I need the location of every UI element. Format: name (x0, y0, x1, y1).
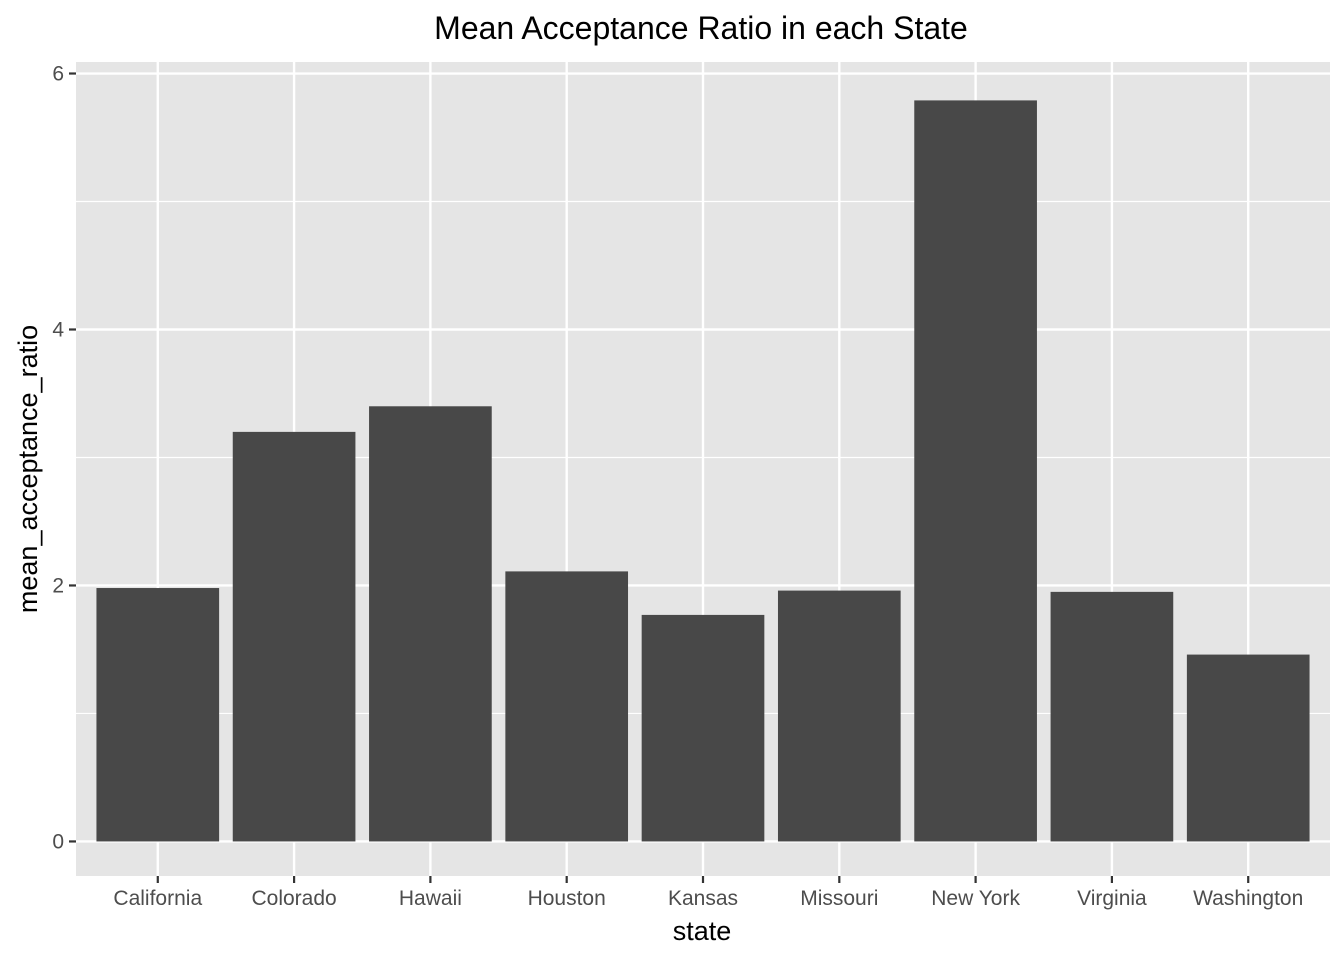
y-tick-label: 2 (52, 574, 64, 597)
x-tick-label: Missouri (800, 887, 878, 910)
bar-houston (505, 571, 629, 842)
x-tick-label: Houston (528, 887, 606, 910)
bars (96, 100, 1310, 842)
x-tick-label: Hawaii (399, 887, 462, 910)
x-tick-label: Kansas (668, 887, 738, 910)
y-axis: 0 2 4 6 (52, 63, 76, 853)
x-axis-title: state (673, 916, 732, 946)
x-tick-label: Virginia (1077, 887, 1147, 910)
y-tick-label: 0 (52, 830, 64, 853)
y-axis-title: mean_acceptance_ratio (13, 325, 43, 613)
y-tick-label: 4 (52, 318, 64, 341)
bar-virginia (1050, 591, 1174, 842)
bar-missouri (777, 590, 901, 842)
x-tick-label: Washington (1193, 887, 1303, 910)
chart-title: Mean Acceptance Ratio in each State (434, 10, 968, 46)
bar-washington (1186, 654, 1310, 842)
bar-new-york (914, 100, 1037, 842)
y-tick-label: 6 (52, 63, 64, 86)
x-tick-label: New York (931, 887, 1020, 910)
bar-hawaii (369, 406, 492, 842)
bar-kansas (641, 614, 765, 842)
x-tick-label: Colorado (251, 887, 336, 910)
x-axis: California Colorado Hawaii Houston Kansas Mis… (113, 876, 1303, 910)
bar-california (96, 588, 220, 842)
x-tick-label: California (113, 887, 202, 910)
bar-colorado (232, 431, 356, 842)
